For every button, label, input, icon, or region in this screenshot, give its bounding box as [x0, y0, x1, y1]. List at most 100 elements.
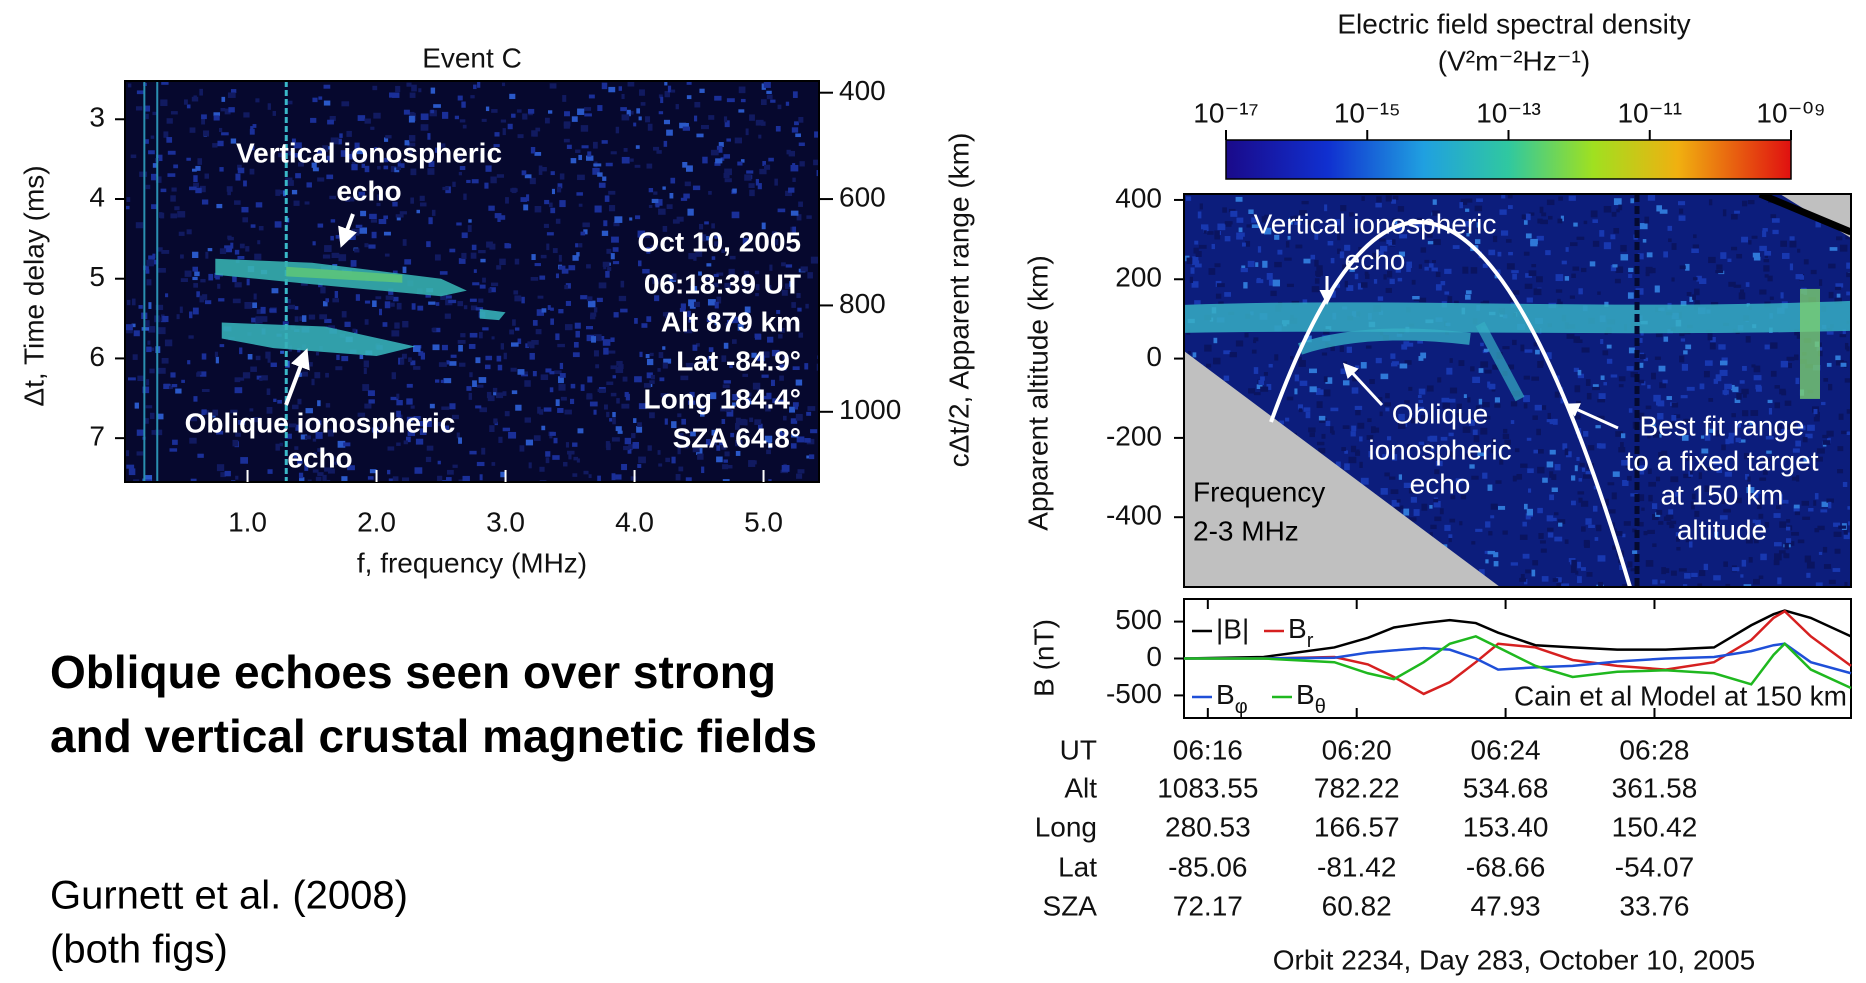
noise — [796, 474, 802, 479]
noise — [188, 335, 193, 338]
noise — [633, 123, 636, 127]
noise — [1538, 449, 1544, 454]
noise — [240, 457, 248, 464]
noise — [1502, 346, 1509, 349]
noise — [1660, 209, 1668, 213]
noise — [354, 248, 359, 252]
noise — [1531, 264, 1536, 267]
noise — [1524, 376, 1530, 380]
noise — [1678, 201, 1685, 205]
y2-axis-label: cΔt/2, Apparent range (km) — [943, 133, 974, 468]
noise — [1331, 258, 1335, 263]
noise — [613, 247, 619, 252]
noise — [1731, 214, 1738, 219]
noise — [571, 158, 577, 163]
noise — [1330, 426, 1334, 433]
noise — [597, 172, 602, 176]
table-cell: 280.53 — [1165, 811, 1251, 842]
noise — [1376, 196, 1381, 202]
noise — [535, 128, 540, 132]
noise — [174, 206, 179, 210]
noise — [749, 418, 753, 422]
noise — [561, 397, 567, 401]
noise — [325, 298, 329, 302]
noise — [1556, 274, 1564, 281]
noise — [305, 201, 310, 204]
noise — [511, 368, 517, 372]
noise — [791, 211, 799, 216]
noise — [1553, 578, 1558, 582]
noise — [641, 323, 647, 328]
noise — [590, 402, 598, 407]
noise — [746, 128, 749, 135]
noise — [530, 178, 536, 184]
noise — [324, 101, 330, 106]
noise — [1749, 557, 1753, 563]
noise — [1668, 226, 1673, 231]
noise — [505, 411, 510, 416]
noise — [239, 347, 242, 354]
noise — [1239, 227, 1243, 232]
noise — [267, 469, 272, 474]
noise — [602, 140, 608, 144]
noise — [458, 345, 463, 352]
noise — [639, 116, 642, 120]
noise — [146, 347, 151, 352]
noise — [666, 130, 673, 136]
annotation: ionospheric — [1368, 434, 1511, 465]
noise — [611, 393, 617, 397]
noise — [1493, 552, 1498, 557]
noise — [185, 271, 192, 277]
noise — [1608, 482, 1615, 485]
noise — [136, 222, 143, 228]
noise — [764, 81, 771, 88]
noise — [468, 225, 472, 232]
noise — [1558, 523, 1562, 527]
noise — [194, 272, 199, 277]
y-tick-label: 0 — [1146, 341, 1162, 372]
noise — [256, 202, 263, 207]
noise — [1651, 373, 1656, 380]
noise — [170, 372, 175, 377]
noise — [494, 132, 499, 136]
noise — [505, 197, 509, 204]
noise — [1444, 291, 1449, 294]
noise — [1577, 576, 1582, 583]
noise — [1204, 230, 1207, 233]
noise — [238, 168, 245, 174]
noise — [603, 262, 610, 267]
noise — [179, 232, 185, 236]
noise — [1720, 370, 1728, 376]
noise — [1351, 426, 1356, 432]
noise — [1535, 350, 1540, 355]
noise — [805, 304, 808, 309]
noise — [722, 464, 728, 469]
noise — [459, 363, 465, 367]
noise — [1656, 334, 1663, 338]
noise — [493, 418, 497, 423]
noise — [168, 151, 176, 155]
noise — [568, 454, 571, 459]
noise — [1770, 297, 1774, 300]
noise — [1378, 296, 1383, 300]
noise — [452, 465, 457, 468]
noise — [254, 254, 261, 260]
noise — [1571, 475, 1575, 480]
noise — [623, 377, 628, 382]
noise — [177, 211, 185, 217]
noise — [581, 232, 586, 236]
noise — [579, 204, 583, 207]
noise — [1429, 505, 1432, 509]
noise — [1527, 509, 1533, 516]
noise — [1534, 288, 1542, 295]
noise — [195, 166, 200, 171]
noise — [1526, 233, 1532, 238]
noise — [1845, 343, 1848, 350]
noise — [1535, 405, 1542, 411]
table-cell: 150.42 — [1612, 811, 1698, 842]
noise — [1667, 522, 1674, 525]
noise — [1841, 431, 1847, 434]
noise — [1786, 519, 1790, 523]
noise — [1586, 379, 1591, 386]
noise — [1740, 380, 1745, 384]
